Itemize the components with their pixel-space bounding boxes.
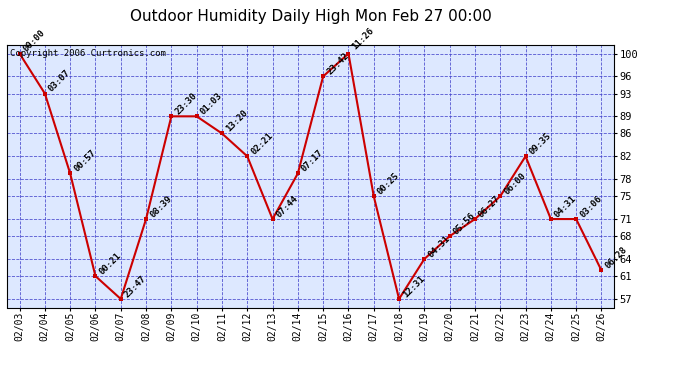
Text: 00:25: 00:25 bbox=[376, 171, 401, 196]
Point bbox=[293, 170, 304, 176]
Text: 03:07: 03:07 bbox=[47, 68, 72, 94]
Point bbox=[141, 216, 152, 222]
Point bbox=[393, 296, 404, 302]
Text: 00:00: 00:00 bbox=[21, 28, 47, 54]
Text: 08:39: 08:39 bbox=[148, 194, 173, 219]
Text: 04:31: 04:31 bbox=[553, 194, 578, 219]
Text: Outdoor Humidity Daily High Mon Feb 27 00:00: Outdoor Humidity Daily High Mon Feb 27 0… bbox=[130, 9, 491, 24]
Point bbox=[191, 113, 202, 119]
Text: 05:56: 05:56 bbox=[452, 211, 477, 237]
Point bbox=[545, 216, 556, 222]
Point bbox=[241, 153, 253, 159]
Text: 23:47: 23:47 bbox=[123, 274, 148, 299]
Text: 07:17: 07:17 bbox=[300, 148, 325, 174]
Point bbox=[444, 233, 455, 239]
Text: 03:06: 03:06 bbox=[578, 194, 604, 219]
Text: 12:31: 12:31 bbox=[401, 274, 426, 299]
Text: 09:35: 09:35 bbox=[528, 131, 553, 157]
Point bbox=[317, 74, 328, 80]
Text: 04:31: 04:31 bbox=[426, 234, 452, 259]
Point bbox=[571, 216, 582, 222]
Text: 11:26: 11:26 bbox=[351, 26, 376, 51]
Text: 00:57: 00:57 bbox=[72, 148, 97, 174]
Text: 23:30: 23:30 bbox=[173, 91, 199, 117]
Point bbox=[419, 256, 430, 262]
Text: Copyright 2006 Curtronics.com: Copyright 2006 Curtronics.com bbox=[10, 49, 166, 58]
Point bbox=[267, 216, 278, 222]
Point bbox=[39, 90, 50, 96]
Text: 13:20: 13:20 bbox=[224, 108, 249, 134]
Point bbox=[469, 216, 480, 222]
Point bbox=[217, 130, 228, 136]
Point bbox=[14, 51, 25, 57]
Text: 01:03: 01:03 bbox=[199, 91, 224, 117]
Text: 06:00: 06:00 bbox=[502, 171, 528, 196]
Point bbox=[343, 51, 354, 57]
Point bbox=[495, 193, 506, 199]
Point bbox=[368, 193, 380, 199]
Point bbox=[115, 296, 126, 302]
Text: 07:44: 07:44 bbox=[275, 194, 300, 219]
Point bbox=[90, 273, 101, 279]
Text: 23:42: 23:42 bbox=[325, 51, 351, 76]
Text: 00:21: 00:21 bbox=[97, 251, 123, 276]
Point bbox=[520, 153, 531, 159]
Text: 06:28: 06:28 bbox=[604, 245, 629, 271]
Point bbox=[596, 267, 607, 273]
Point bbox=[166, 113, 177, 119]
Point bbox=[65, 170, 76, 176]
Text: 02:21: 02:21 bbox=[249, 131, 275, 157]
Text: 06:27: 06:27 bbox=[477, 194, 502, 219]
